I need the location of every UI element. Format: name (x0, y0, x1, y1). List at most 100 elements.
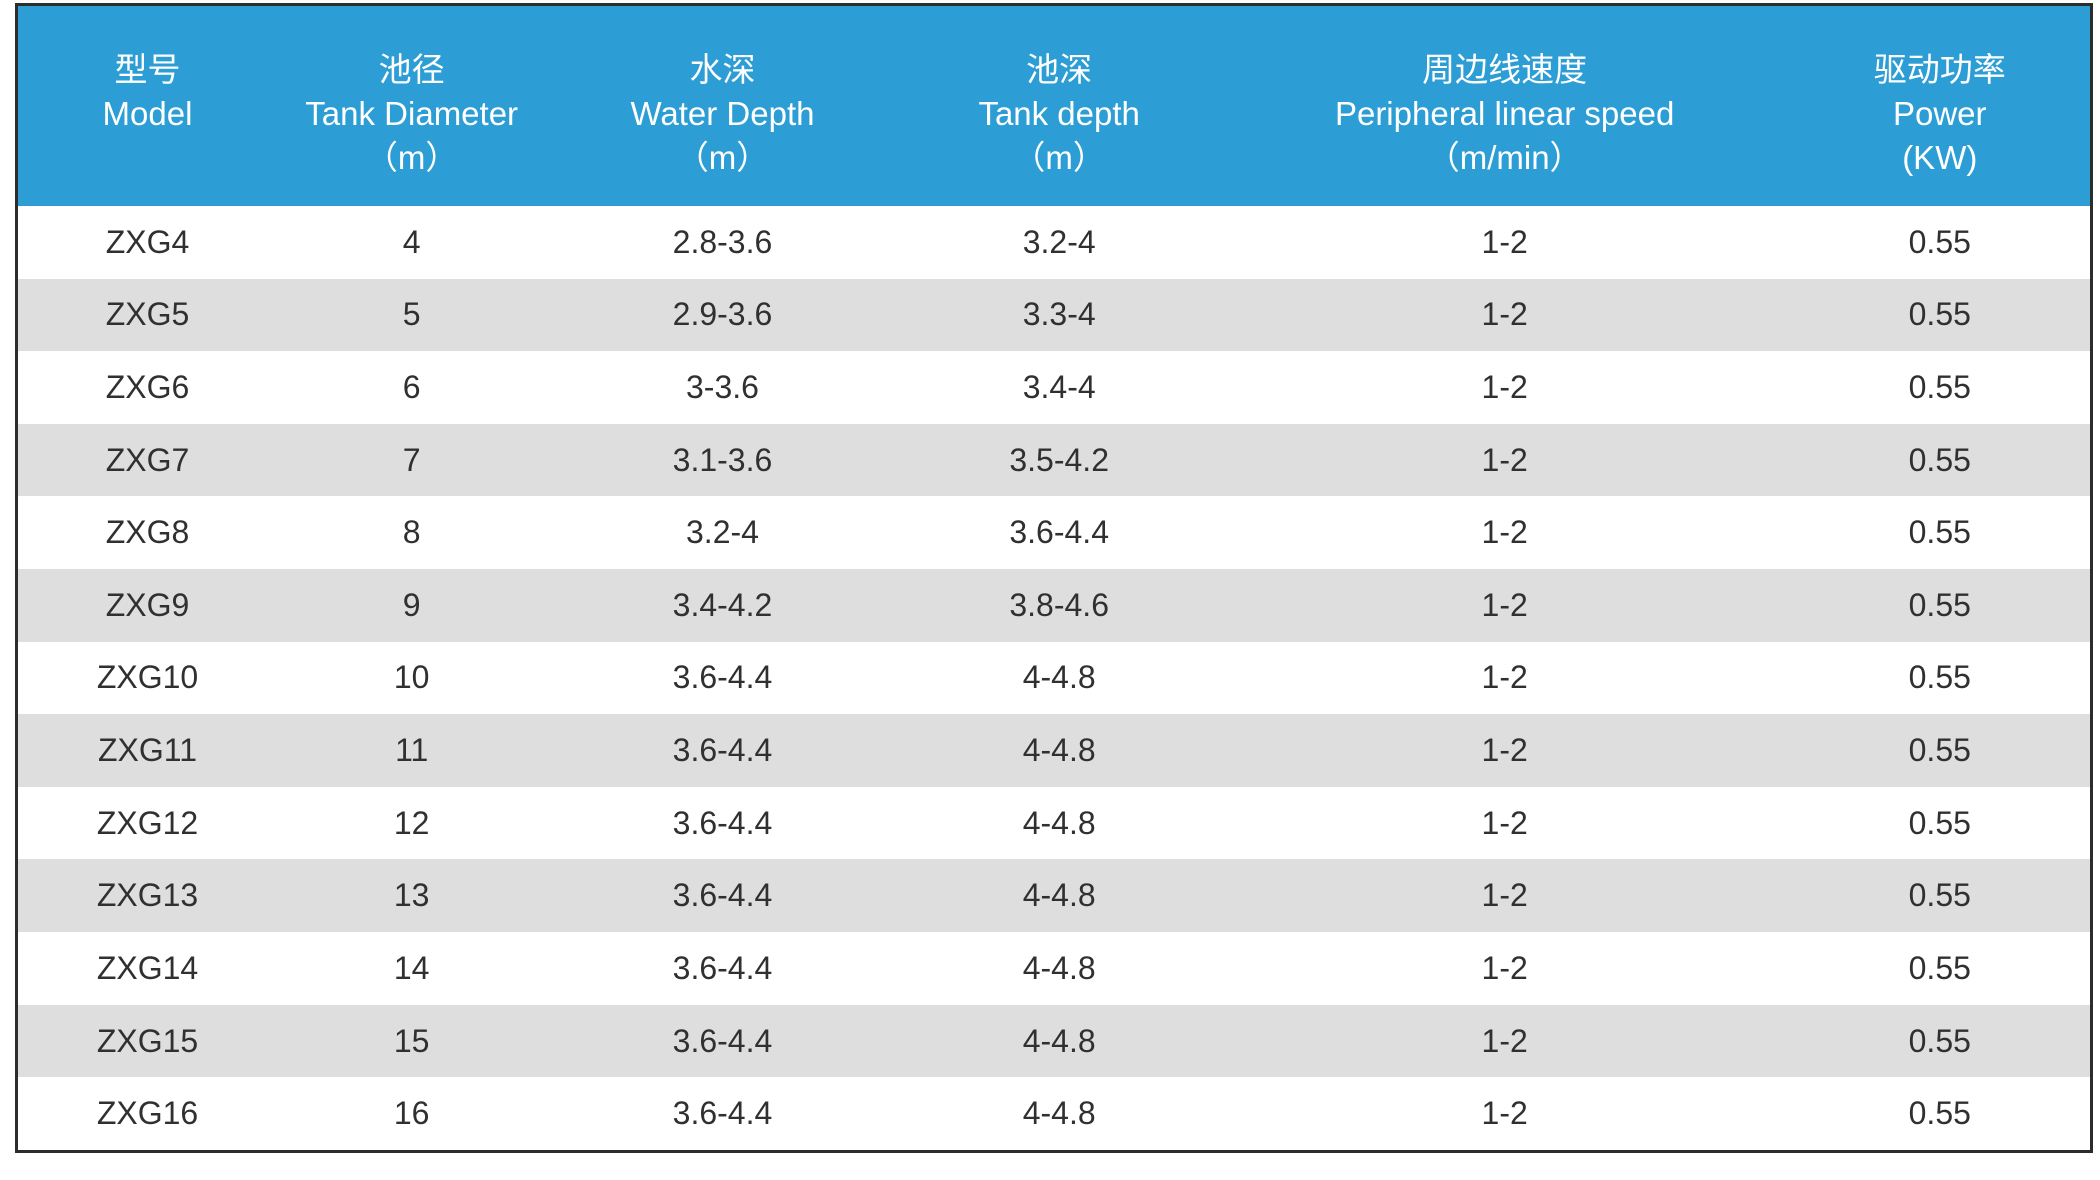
table-cell: 1-2 (1481, 223, 1528, 260)
column-header-zh: 型号 (114, 51, 181, 88)
table-cell: 3.6-4.4 (1009, 514, 1109, 551)
table-cell: 0.55 (1908, 732, 1971, 769)
table-row: ZXG6 6 3-3.6 3.4-4 1-2 0.55 (18, 351, 2090, 424)
table-cell: 1-2 (1481, 659, 1528, 696)
table-cell: 4-4.8 (1022, 732, 1096, 769)
table-cell: 0.55 (1908, 659, 1971, 696)
table-cell: 3.4-4 (1022, 369, 1096, 406)
table-cell: 0.55 (1908, 1022, 1971, 1059)
table-cell: 1-2 (1481, 949, 1528, 986)
column-header-en: Water Depth (630, 95, 815, 132)
table-cell: 3.1-3.6 (672, 441, 773, 478)
table-cell: 3.2-4 (686, 514, 759, 551)
column-header-en: Peripheral linear speed (1334, 95, 1675, 132)
table-cell: 1-2 (1481, 1022, 1528, 1059)
column-header-tank-diameter: 池径 Tank Diameter （m） (277, 6, 546, 206)
table-cell: ZXG16 (96, 1095, 199, 1132)
table-header-row: 型号 Model 池径 Tank Diameter （m） 水深 Water D… (18, 6, 2090, 206)
table-cell: 4-4.8 (1022, 804, 1096, 841)
table-row: ZXG13 13 3.6-4.4 4-4.8 1-2 0.55 (18, 859, 2090, 933)
table-cell: 15 (393, 1022, 430, 1059)
table-cell: 3.6-4.4 (672, 804, 773, 841)
table-cell: 0.55 (1908, 1095, 1971, 1132)
column-header-en: Model (102, 95, 193, 132)
column-header-unit: (KW) (1902, 139, 1978, 176)
table-cell: 2.9-3.6 (672, 296, 773, 333)
column-header-en: Power (1892, 95, 1987, 132)
column-header-unit: （m） (364, 139, 459, 176)
table-cell: ZXG12 (96, 804, 199, 841)
table-cell: ZXG15 (96, 1022, 199, 1059)
table-cell: 6 (402, 369, 421, 406)
table-cell: 4 (402, 223, 421, 260)
table-row: ZXG5 5 2.9-3.6 3.3-4 1-2 0.55 (18, 278, 2090, 352)
table-cell: 0.55 (1908, 296, 1971, 333)
table-cell: 3.3-4 (1022, 296, 1096, 333)
table-cell: 0.55 (1908, 877, 1971, 914)
table-cell: 3.6-4.4 (672, 949, 773, 986)
table-cell: 1-2 (1481, 732, 1528, 769)
table-cell: 1-2 (1481, 514, 1528, 551)
table-cell: 0.55 (1908, 223, 1971, 260)
column-header-zh: 周边线速度 (1422, 51, 1588, 88)
table-row: ZXG16 16 3.6-4.4 4-4.8 1-2 0.55 (18, 1077, 2090, 1150)
table-cell: 1-2 (1481, 441, 1528, 478)
table-cell: 1-2 (1481, 296, 1528, 333)
table-cell: 14 (393, 949, 430, 986)
table-cell: 1-2 (1481, 877, 1528, 914)
table-cell: 0.55 (1908, 369, 1971, 406)
table-cell: 8 (402, 514, 421, 551)
column-header-tank-depth: 池深 Tank depth （m） (899, 6, 1220, 206)
column-header-model: 型号 Model (18, 6, 277, 206)
table-cell: 0.55 (1908, 441, 1971, 478)
table-cell: ZXG14 (96, 949, 199, 986)
table-cell: 3.6-4.4 (672, 1022, 773, 1059)
table-cell: 1-2 (1481, 804, 1528, 841)
column-header-en: Tank Diameter (305, 95, 519, 132)
table-cell: ZXG5 (105, 296, 190, 333)
table-cell: 7 (402, 441, 421, 478)
table-cell: 4-4.8 (1022, 877, 1096, 914)
table-cell: ZXG6 (105, 369, 190, 406)
table-cell: 12 (393, 804, 430, 841)
spec-table: 型号 Model 池径 Tank Diameter （m） 水深 Water D… (15, 3, 2093, 1153)
table-row: ZXG4 4 2.8-3.6 3.2-4 1-2 0.55 (18, 206, 2090, 279)
table-cell: ZXG4 (105, 223, 190, 260)
table-cell: 10 (393, 659, 430, 696)
table-row: ZXG10 10 3.6-4.4 4-4.8 1-2 0.55 (18, 641, 2090, 715)
table-cell: 11 (395, 732, 429, 769)
table-row: ZXG9 9 3.4-4.2 3.8-4.6 1-2 0.55 (18, 569, 2090, 642)
table-cell: ZXG10 (96, 659, 199, 696)
table-cell: 3.4-4.2 (672, 586, 773, 623)
table-row: ZXG15 15 3.6-4.4 4-4.8 1-2 0.55 (18, 1004, 2090, 1078)
table-cell: 3.6-4.4 (672, 1095, 773, 1132)
table-cell: ZXG11 (98, 732, 197, 769)
table-cell: ZXG8 (105, 514, 190, 551)
table-cell: 3.8-4.6 (1009, 586, 1109, 623)
column-header-en: Tank depth (978, 95, 1140, 132)
table-cell: 0.55 (1908, 586, 1971, 623)
table-cell: 3.2-4 (1022, 223, 1096, 260)
table-cell: ZXG9 (105, 586, 190, 623)
table-cell: 0.55 (1908, 949, 1971, 986)
table-cell: 4-4.8 (1022, 949, 1096, 986)
column-header-unit: （m） (675, 139, 770, 176)
column-header-water-depth: 水深 Water Depth （m） (546, 6, 898, 206)
column-header-power: 驱动功率 Power (KW) (1790, 6, 2090, 206)
column-header-zh: 池径 (378, 51, 445, 88)
table-cell: 16 (393, 1095, 430, 1132)
table-row: ZXG7 7 3.1-3.6 3.5-4.2 1-2 0.55 (18, 423, 2090, 497)
table-row: ZXG8 8 3.2-4 3.6-4.4 1-2 0.55 (18, 496, 2090, 570)
column-header-unit: （m/min） (1426, 139, 1583, 176)
table-cell: 4-4.8 (1022, 1095, 1096, 1132)
table-cell: 3.5-4.2 (1009, 441, 1109, 478)
table-cell: 4-4.8 (1022, 659, 1096, 696)
column-header-zh: 池深 (1026, 51, 1093, 88)
table-cell: 3.6-4.4 (672, 732, 773, 769)
table-cell: 2.8-3.6 (672, 223, 773, 260)
table-cell: ZXG7 (105, 441, 190, 478)
table-row: ZXG12 12 3.6-4.4 4-4.8 1-2 0.55 (18, 786, 2090, 860)
table-cell: 3.6-4.4 (672, 659, 773, 696)
column-header-unit: （m） (1012, 139, 1106, 176)
table-row: ZXG14 14 3.6-4.4 4-4.8 1-2 0.55 (18, 932, 2090, 1005)
